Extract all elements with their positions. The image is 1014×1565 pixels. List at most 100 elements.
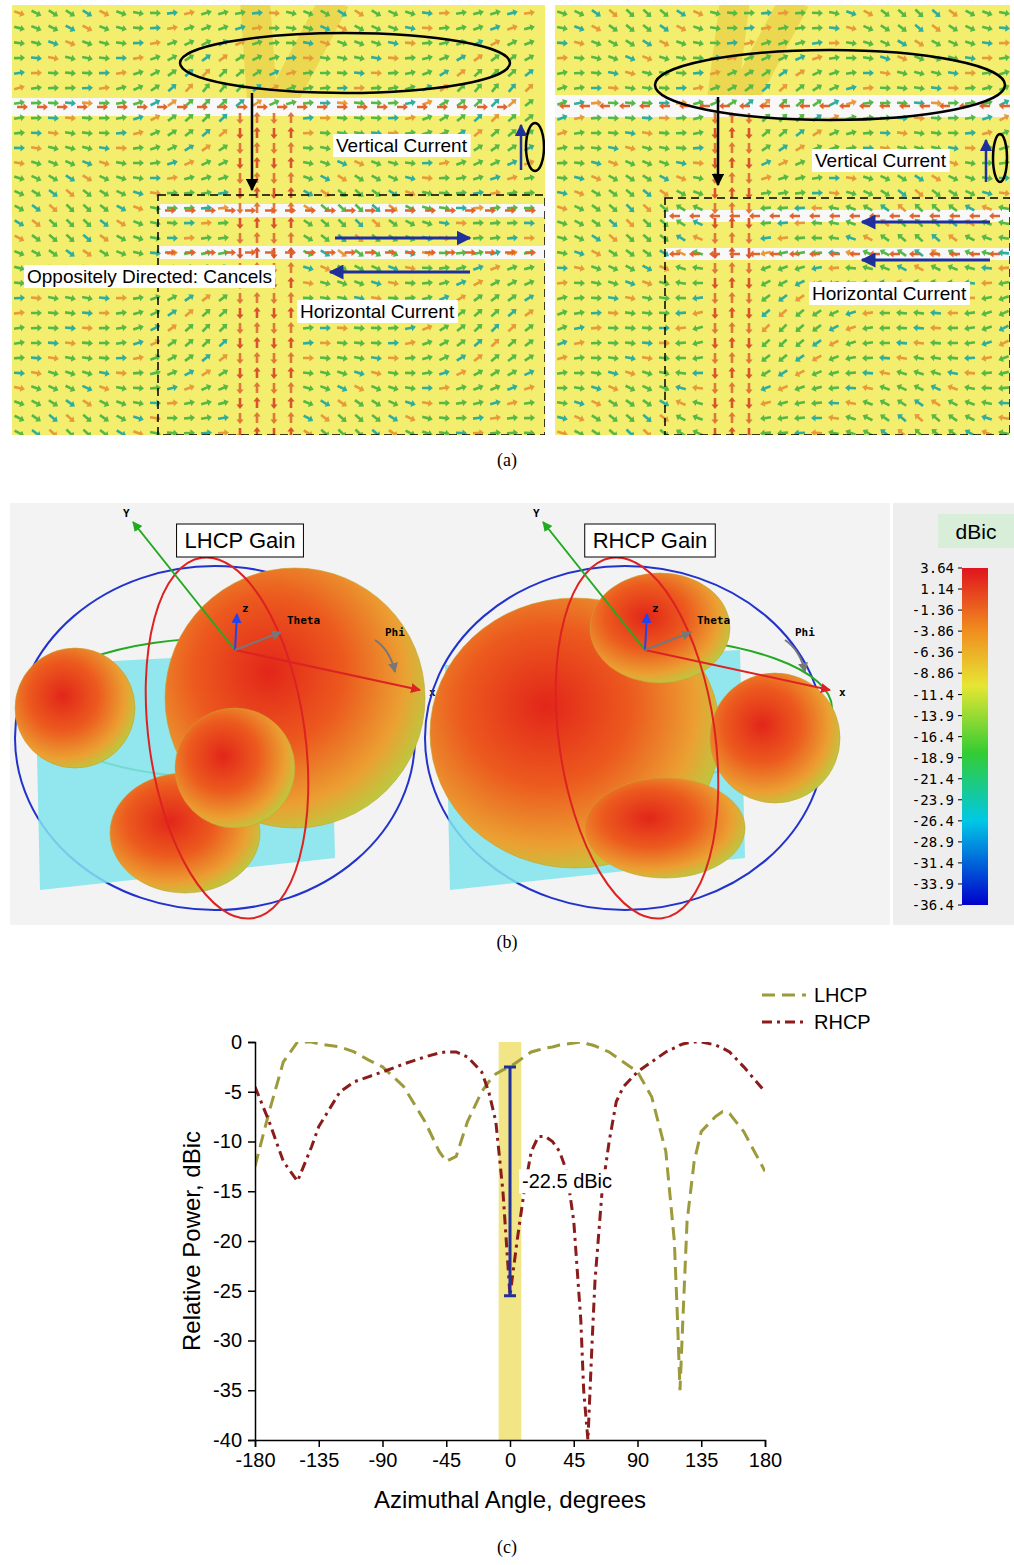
current-arrow — [47, 172, 60, 184]
current-arrow — [981, 8, 994, 19]
current-arrow — [14, 339, 26, 348]
current-arrow — [641, 143, 653, 153]
current-arrow — [760, 429, 772, 435]
current-arrow — [947, 38, 960, 49]
current-arrow — [728, 277, 735, 288]
current-arrow — [641, 262, 654, 274]
current-arrow — [455, 321, 468, 333]
current-arrow — [862, 339, 874, 348]
current-arrow — [998, 53, 1010, 62]
current-arrow — [472, 277, 485, 289]
colorbar-tick — [958, 820, 962, 821]
current-arrow — [760, 23, 772, 32]
current-arrow — [777, 234, 789, 243]
current-arrow — [30, 232, 43, 244]
tick: -25 — [213, 1280, 255, 1302]
current-arrow — [336, 278, 349, 288]
current-arrow — [422, 174, 434, 182]
current-arrow — [607, 172, 620, 184]
current-arrow — [455, 352, 468, 364]
current-arrow — [82, 84, 93, 92]
current-arrow — [253, 142, 260, 153]
slot-arrow — [879, 102, 890, 109]
current-arrow — [472, 352, 485, 364]
current-arrow — [473, 189, 485, 198]
current-arrow — [422, 24, 433, 32]
current-arrow — [507, 234, 519, 242]
current-arrow — [183, 81, 196, 94]
current-arrow — [793, 263, 806, 273]
current-arrow — [13, 188, 26, 199]
current-arrow — [489, 22, 502, 33]
current-arrow — [82, 309, 94, 317]
current-arrow — [745, 158, 752, 169]
sphere-circle — [124, 547, 329, 929]
current-arrow — [149, 307, 162, 318]
current-arrow — [981, 128, 993, 138]
current-arrow — [217, 111, 230, 124]
slot-arrow — [37, 103, 48, 110]
current-arrow — [506, 173, 519, 183]
current-arrow — [641, 383, 654, 394]
current-arrow — [931, 84, 943, 92]
plot-area — [255, 1042, 765, 1440]
current-arrow — [913, 7, 926, 20]
current-arrow — [167, 414, 178, 421]
current-arrow — [99, 354, 111, 362]
slot-arrow — [97, 103, 108, 110]
colorbar-tick-label: -6.36 — [912, 644, 954, 660]
current-arrow — [81, 397, 94, 409]
current-arrow — [31, 54, 43, 62]
current-arrow — [132, 293, 144, 302]
current-arrow — [590, 263, 603, 273]
current-arrow — [336, 53, 348, 62]
current-arrow — [878, 368, 890, 377]
current-arrow — [998, 414, 1010, 423]
colorbar-tick — [958, 568, 962, 569]
current-arrow — [422, 399, 434, 408]
current-arrow — [760, 204, 772, 212]
current-arrow — [743, 67, 756, 79]
current-arrow — [965, 84, 977, 92]
current-arrow — [270, 293, 277, 304]
current-arrow — [149, 53, 162, 63]
current-arrow — [573, 338, 585, 347]
current-direction — [520, 125, 523, 170]
current-arrow — [183, 383, 196, 394]
current-arrow — [489, 398, 501, 408]
current-arrow — [641, 217, 654, 230]
slot-arrow — [789, 250, 800, 257]
current-arrow — [14, 129, 26, 137]
current-arrow — [711, 293, 718, 304]
slot-arrow — [929, 212, 940, 219]
current-arrow — [980, 294, 992, 303]
current-arrow — [472, 66, 485, 79]
current-arrow — [523, 277, 536, 288]
current-arrow — [439, 399, 450, 406]
colorbar-tick — [958, 610, 962, 611]
current-arrow — [828, 53, 840, 62]
current-arrow — [827, 322, 840, 333]
current-arrow — [795, 9, 806, 17]
current-arrow — [846, 39, 858, 48]
current-arrow — [745, 278, 752, 289]
current-arrow — [811, 53, 824, 63]
current-arrow — [200, 52, 213, 64]
current-arrow — [64, 38, 77, 49]
current-arrow — [745, 413, 752, 424]
current-arrow — [523, 66, 536, 78]
colorbar-title: dBic — [956, 520, 997, 543]
current-arrow — [590, 173, 603, 184]
annotation: Vertical Current — [336, 135, 468, 156]
current-arrow — [929, 368, 942, 378]
colorbar-tick — [958, 862, 962, 863]
current-arrow — [844, 323, 857, 333]
current-arrow — [319, 38, 332, 48]
current-arrow — [218, 414, 230, 423]
current-arrow — [217, 188, 229, 197]
current-arrow — [14, 354, 25, 362]
slot-arrow — [17, 103, 28, 110]
current-arrow — [438, 322, 451, 334]
current-arrow — [31, 309, 42, 316]
current-arrow — [132, 338, 145, 348]
